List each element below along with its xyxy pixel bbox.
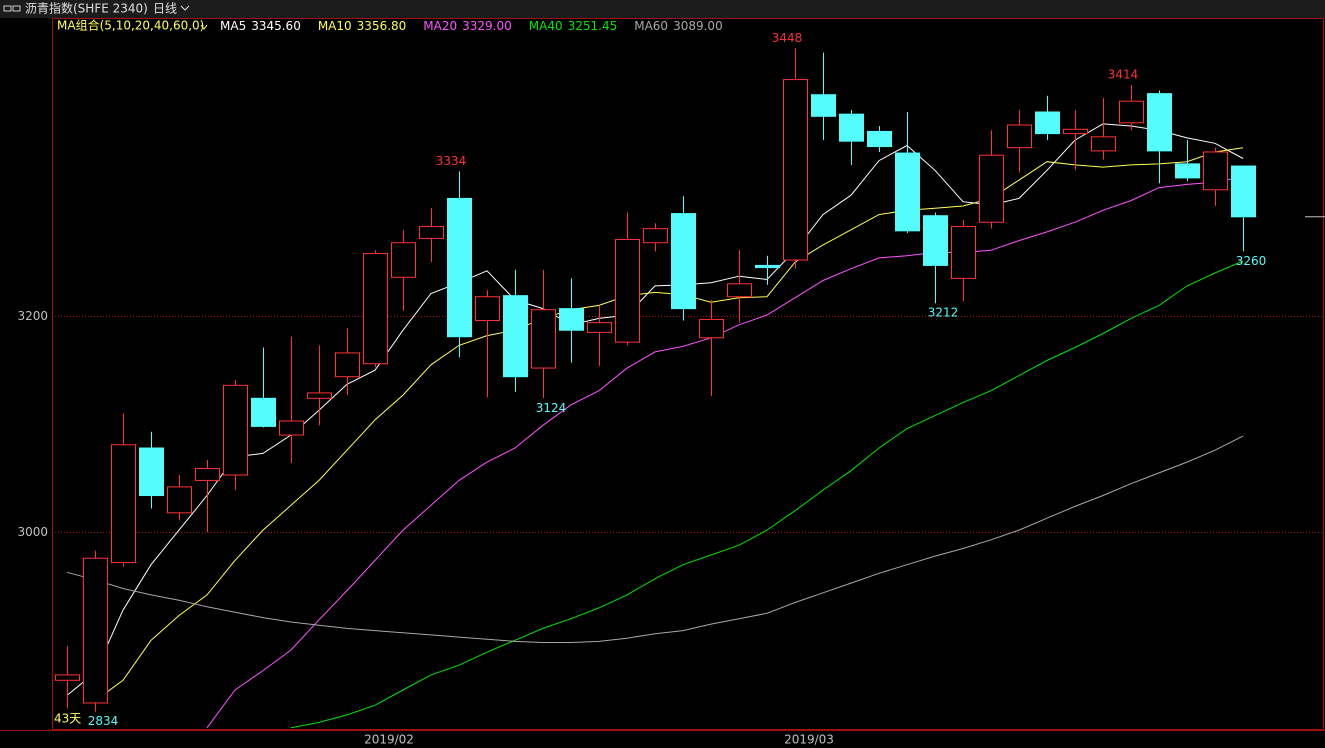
legend-entry: MA10 3356.80 xyxy=(318,19,406,33)
candle-body xyxy=(447,197,472,338)
candle-body xyxy=(307,392,332,399)
ma-line xyxy=(206,176,1244,729)
candle-body xyxy=(335,352,360,378)
low-label: 2834 xyxy=(88,714,119,728)
candle-body xyxy=(699,318,724,339)
candle-body xyxy=(139,447,164,497)
dropdown-chevron[interactable] xyxy=(180,5,190,11)
candle-body xyxy=(979,154,1004,223)
y-tick-label: 3200 xyxy=(17,309,48,323)
candles xyxy=(55,48,1256,712)
legend-name: MA60 xyxy=(634,19,668,33)
candle-body xyxy=(895,152,920,232)
legend-name: MA40 xyxy=(529,19,563,33)
low-label: 3260 xyxy=(1236,254,1267,268)
legend-value: 3329.00 xyxy=(462,19,512,33)
candle-body xyxy=(167,486,192,514)
ma-lines xyxy=(66,123,1244,729)
candle-body xyxy=(1203,151,1228,191)
legend-entry: MA60 3089.00 xyxy=(634,19,722,33)
candle-body xyxy=(419,226,444,239)
candle-body xyxy=(1231,165,1256,218)
ma-line xyxy=(66,435,1244,643)
instrument-title: 沥青指数(SHFE 2340) xyxy=(25,1,148,16)
ma-line xyxy=(66,123,1244,696)
ma-line xyxy=(94,147,1244,702)
candle-body xyxy=(867,130,892,148)
candle-body xyxy=(783,79,808,261)
candle-body xyxy=(587,322,612,333)
legend-entry: MA40 3251.45 xyxy=(529,19,617,33)
title-bar xyxy=(0,0,1325,18)
candle-body xyxy=(279,420,304,436)
candle-body xyxy=(615,238,640,343)
candle-body xyxy=(1007,124,1032,149)
grid: 3000 3200 2019/02 2019/03 xyxy=(17,309,1323,747)
candle-body xyxy=(223,384,248,476)
y-tick-label: 3000 xyxy=(17,525,48,539)
ma-line xyxy=(290,260,1244,729)
candle-body xyxy=(475,296,500,322)
legend-name: MA5 xyxy=(220,19,246,33)
candle-body xyxy=(1119,100,1144,124)
ma-group-label[interactable]: MA组合(5,10,20,40,60,0) xyxy=(57,18,204,33)
x-tick-label: 2019/03 xyxy=(784,733,834,747)
candle-body xyxy=(503,295,528,378)
candle-body xyxy=(671,213,696,310)
period-selector[interactable]: 日线 xyxy=(153,2,177,16)
candle-body xyxy=(1091,136,1116,152)
candle-body xyxy=(111,444,136,564)
candle-body xyxy=(951,226,976,279)
candle-body xyxy=(755,264,780,269)
candle-body xyxy=(559,308,584,331)
legend-entry: MA20 3329.00 xyxy=(423,19,511,33)
window-icon xyxy=(3,5,21,12)
period-count: 43天 xyxy=(54,712,81,726)
legend-value: 3356.80 xyxy=(357,19,407,33)
x-tick-label: 2019/02 xyxy=(364,733,414,747)
legend-name: MA20 xyxy=(423,19,457,33)
candle-body xyxy=(1035,111,1060,135)
legend-entry: MA5 3345.60 xyxy=(220,19,301,33)
high-label: 3448 xyxy=(772,31,803,45)
candle-body xyxy=(811,94,836,117)
plot-frame xyxy=(52,18,1324,730)
high-label: 3414 xyxy=(1108,67,1139,81)
low-label: 3212 xyxy=(928,306,959,320)
candle-body xyxy=(1147,93,1172,152)
legend-value: 3251.45 xyxy=(568,19,618,33)
candle-body xyxy=(727,283,752,298)
candle-body xyxy=(83,557,108,704)
candle-body xyxy=(531,309,556,369)
candle-body xyxy=(1175,163,1200,179)
candle-body xyxy=(55,674,80,681)
legend-name: MA10 xyxy=(318,19,352,33)
candle-body xyxy=(195,468,220,481)
candle-body xyxy=(391,242,416,278)
candle-body xyxy=(839,113,864,142)
legend-value: 3089.00 xyxy=(673,19,723,33)
candle-body xyxy=(251,397,276,427)
candle-body xyxy=(363,253,388,365)
high-label: 3334 xyxy=(436,154,467,168)
ma-group-chevron[interactable] xyxy=(200,24,208,30)
labels: 3334 3448 3414 2834 3124 3212 3260 xyxy=(88,31,1325,728)
low-label: 3124 xyxy=(536,401,567,415)
candle-body xyxy=(1063,128,1088,135)
legend-value: 3345.60 xyxy=(251,19,301,33)
legend: MA5 3345.60 MA10 3356.80 MA20 3329.00 MA40 3251… xyxy=(220,19,723,33)
candle-body xyxy=(923,215,948,266)
candle-body xyxy=(643,228,668,244)
